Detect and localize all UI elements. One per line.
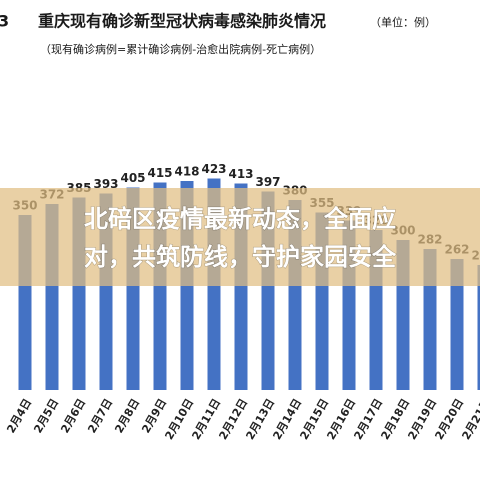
unit-label: （单位：例） — [370, 15, 436, 29]
overlay-banner — [0, 188, 480, 286]
chart-title: 重庆现有确诊新型冠状病毒感染肺炎情况 — [38, 12, 326, 31]
chart-subtitle: （现有确诊病例=累计确诊病例-治愈出院病例-死亡病例） — [40, 42, 321, 56]
value-label: 405 — [120, 171, 145, 185]
x-tick-label: 2月9日 — [139, 397, 169, 436]
value-label: 397 — [255, 175, 280, 189]
x-tick-label: 2月6日 — [58, 397, 88, 436]
value-label: 418 — [174, 165, 199, 179]
overlay-text: 对，共筑防线，守护家园安全 — [84, 243, 397, 271]
x-tick-label: 2月5日 — [31, 397, 61, 436]
x-tick-label: 2月7日 — [85, 397, 115, 436]
figure-number: 3 — [0, 12, 9, 31]
value-label: 415 — [147, 166, 172, 180]
value-label: 423 — [201, 162, 226, 176]
x-tick-label: 2月4日 — [4, 397, 34, 436]
x-tick-label: 2月8日 — [112, 397, 142, 436]
value-label: 413 — [228, 167, 253, 181]
overlay-text: 北碚区疫情最新动态，全面应 — [84, 205, 396, 233]
